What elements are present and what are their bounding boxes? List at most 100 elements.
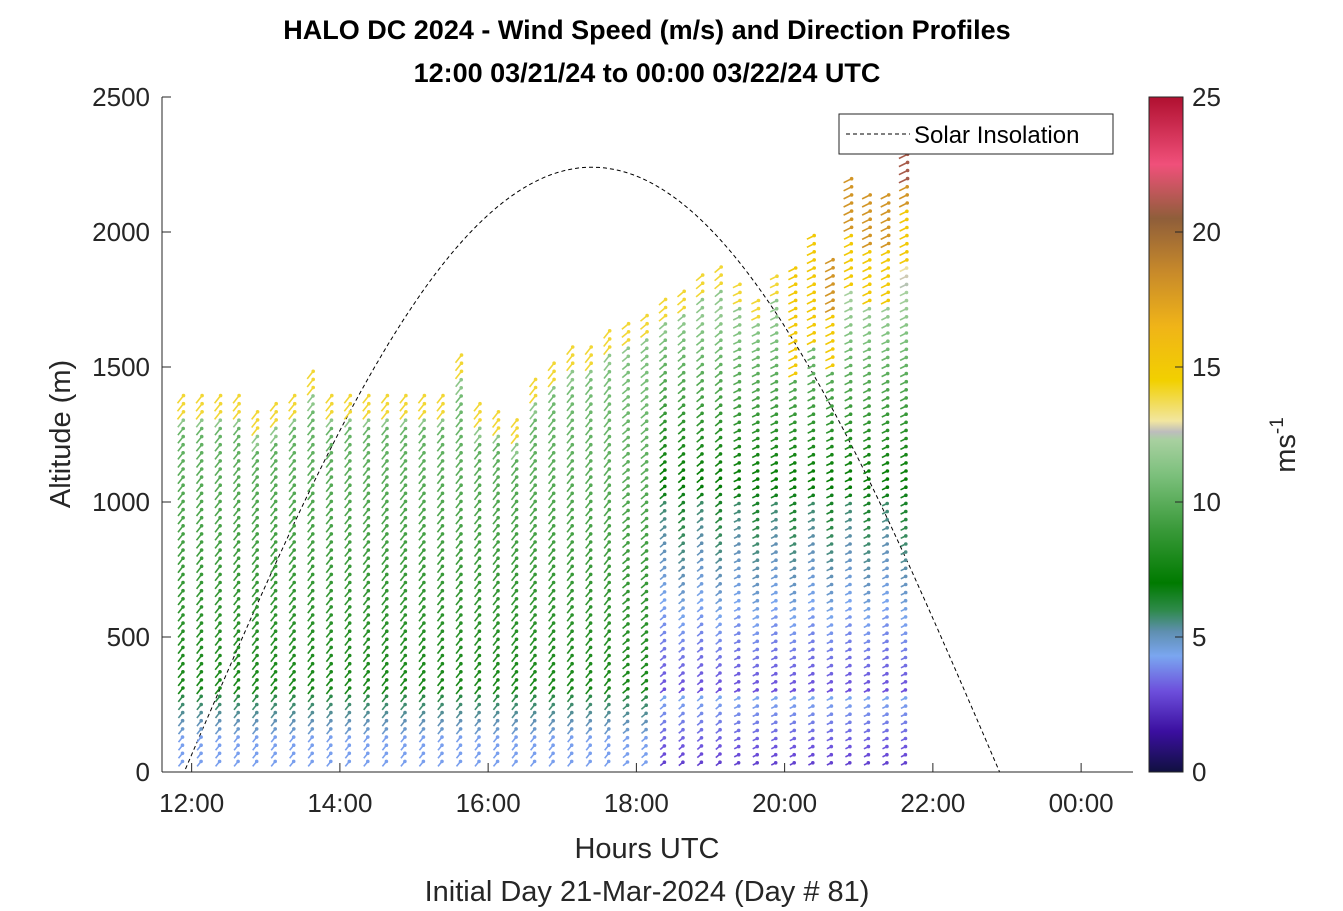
wind-vector-head (199, 597, 204, 601)
wind-vector-head (644, 735, 648, 740)
wind-vector-head (830, 404, 834, 408)
wind-vector-head (903, 647, 908, 652)
wind-vector-head (329, 637, 334, 642)
wind-vector-head (532, 759, 537, 764)
wind-vector-head (403, 475, 408, 479)
wind-vector-head (570, 499, 574, 504)
wind-vector-head (774, 371, 779, 376)
wind-vector-head (366, 548, 371, 552)
wind-vector-head (589, 410, 593, 415)
solar-insolation-curve (180, 166, 1126, 773)
wind-vector-head (737, 444, 742, 449)
wind-vector-head (311, 426, 315, 431)
wind-vector-head (200, 410, 204, 414)
wind-vector-head (829, 509, 834, 514)
wind-vector-head (811, 501, 815, 506)
wind-vector-head (811, 647, 815, 652)
wind-vector-head (255, 588, 259, 593)
wind-vector-head (792, 485, 797, 490)
wind-vector-head (533, 629, 537, 633)
wind-vector-head (718, 411, 723, 416)
wind-vector-head (607, 556, 611, 560)
wind-vector-head (904, 444, 908, 449)
wind-vector-head (292, 653, 296, 658)
wind-vector-head (662, 590, 667, 594)
wind-vector-head (885, 420, 890, 425)
wind-vector-head (274, 451, 278, 455)
wind-vector-head (180, 735, 185, 739)
wind-vector-head (570, 621, 574, 625)
wind-vector-head (441, 410, 445, 414)
wind-vector-head (570, 426, 575, 431)
wind-vector-head (849, 185, 854, 189)
wind-vector-head (774, 436, 779, 441)
wind-vector-head (440, 475, 445, 479)
wind-vector-head (440, 727, 444, 731)
wind-vector-head (626, 427, 630, 432)
wind-vector-head (831, 266, 835, 270)
wind-vector-head (459, 353, 464, 357)
wind-vector-head (774, 444, 779, 449)
wind-vector-head (403, 418, 408, 423)
wind-vector-head (181, 621, 185, 625)
wind-vector-head (496, 475, 500, 479)
wind-vector-head (366, 434, 371, 439)
colorbar-tick-label: 15 (1192, 352, 1221, 382)
wind-vector-head (181, 678, 185, 682)
wind-vector-head (588, 702, 593, 707)
wind-vector-head (588, 743, 592, 747)
wind-vector-head (774, 396, 779, 400)
wind-vector-head (681, 671, 685, 675)
wind-vector-head (663, 354, 667, 359)
wind-vector-head (681, 655, 685, 659)
wind-vector-head (849, 258, 854, 262)
wind-vector-head (311, 394, 315, 398)
wind-vector-head (718, 419, 723, 424)
wind-vector-head (273, 605, 278, 609)
wind-vector-head (459, 605, 463, 609)
wind-vector-head (551, 524, 556, 528)
wind-vector-head (440, 418, 445, 423)
wind-vector-head (254, 694, 259, 699)
wind-vector-head (830, 461, 834, 465)
wind-vector-head (848, 623, 852, 627)
wind-vector-head (403, 588, 408, 593)
wind-vector-head (700, 273, 705, 277)
wind-vector-head (588, 678, 593, 682)
wind-vector-head (551, 548, 556, 552)
wind-vector-head (459, 678, 463, 682)
wind-vector-head (644, 549, 649, 553)
wind-vector-head (644, 670, 649, 675)
wind-vector-head (886, 290, 891, 295)
legend[interactable]: Solar Insolation (838, 113, 1114, 155)
wind-vector-head (700, 370, 705, 375)
wind-vector-head (886, 274, 891, 278)
wind-vector-head (514, 694, 519, 699)
wind-vector-head (181, 418, 186, 423)
wind-vector-head (625, 760, 630, 764)
wind-vector-head (311, 402, 315, 406)
wind-vector-head (607, 378, 612, 382)
wind-vector-head (181, 564, 185, 569)
wind-vector-head (515, 418, 519, 422)
wind-vector-head (458, 743, 463, 747)
wind-vector-head (477, 467, 482, 471)
wind-vector-head (495, 727, 500, 731)
wind-vector-head (237, 410, 241, 414)
wind-vector-head (311, 369, 316, 374)
wind-vector-head (774, 647, 778, 652)
wind-vector-head (310, 694, 315, 699)
wind-vector-head (904, 347, 909, 352)
wind-vector-head (830, 485, 834, 490)
wind-vector-head (496, 621, 500, 625)
wind-vector-head (792, 752, 796, 757)
wind-vector-head (848, 469, 853, 473)
y-axis-label: Altitude (m) (45, 360, 77, 508)
wind-vector-head (718, 500, 723, 505)
wind-vector-head (662, 517, 667, 521)
wind-vector-head (199, 556, 204, 560)
wind-vector-head (440, 572, 445, 577)
wind-vector-head (792, 542, 797, 546)
wind-vector-head (311, 451, 315, 455)
wind-vector-head (366, 653, 371, 658)
